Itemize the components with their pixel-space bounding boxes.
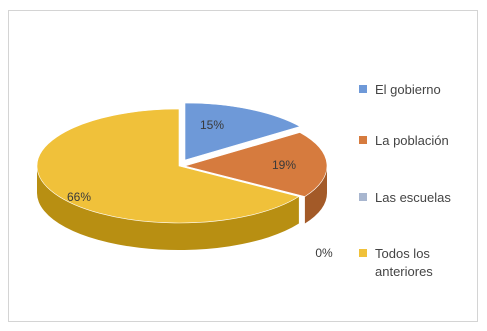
pie-chart: 15% 19% 0% 66% El gobierno La población Las e… [36, 82, 451, 279]
legend-swatch [359, 193, 367, 201]
slice-value-label: 15% [200, 118, 224, 132]
legend-label: Las escuelas [375, 190, 451, 205]
pie-slice-side [304, 166, 327, 224]
slice-value-label: 0% [315, 246, 333, 260]
slice-value-label: 66% [67, 190, 91, 204]
legend-label: Todos los [375, 246, 430, 261]
pie-slice [184, 102, 301, 161]
slice-value-label: 19% [272, 158, 296, 172]
legend-label: La población [375, 133, 449, 148]
pie-slice [183, 132, 328, 197]
legend-swatch [359, 136, 367, 144]
legend-swatch [359, 249, 367, 257]
legend-label: El gobierno [375, 82, 441, 97]
pie-slice-side [37, 166, 299, 251]
chart-frame: 15% 19% 0% 66% El gobierno La población Las e… [8, 10, 478, 322]
pie-slice [36, 108, 300, 224]
legend-label: anteriores [375, 264, 433, 279]
legend-swatch [359, 85, 367, 93]
